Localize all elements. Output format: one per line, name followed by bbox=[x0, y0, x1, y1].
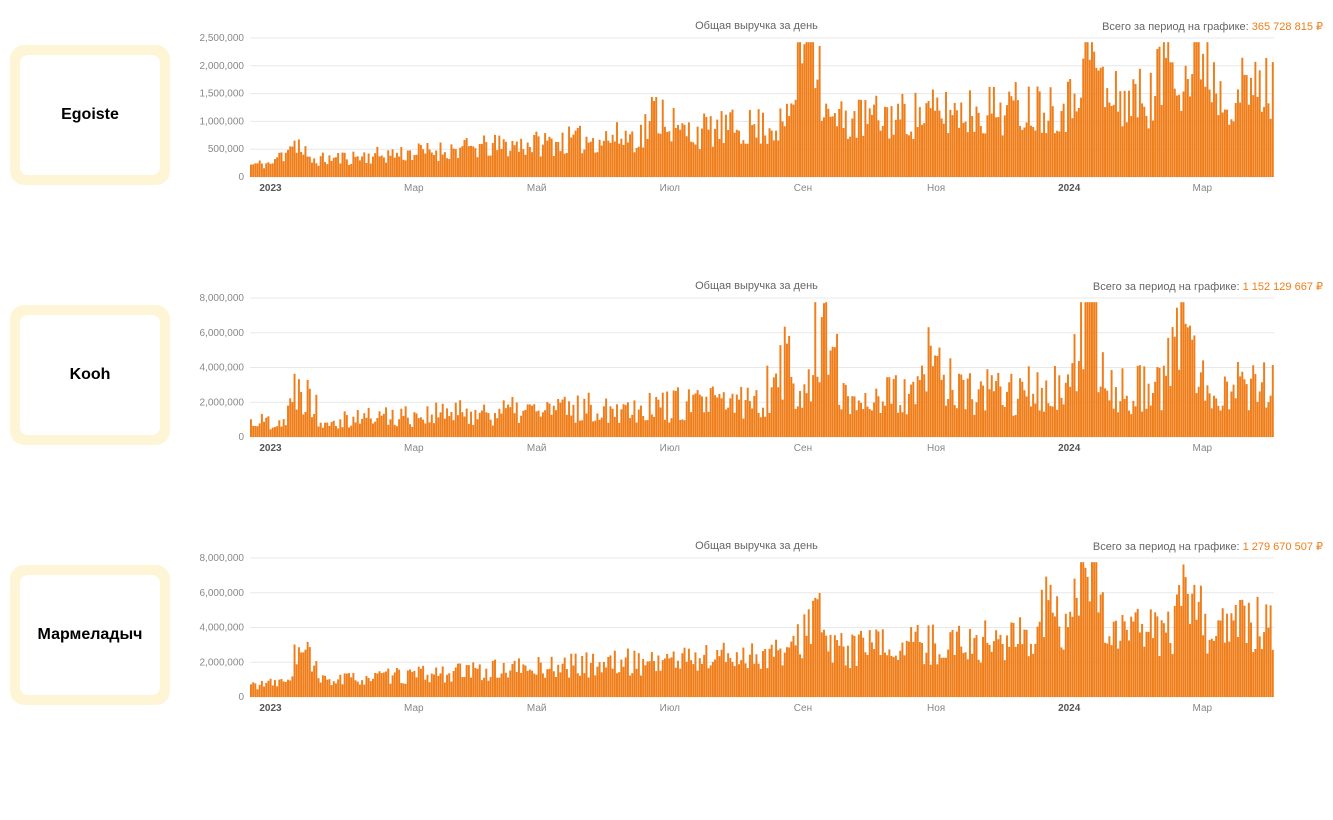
svg-text:2,000,000: 2,000,000 bbox=[200, 397, 245, 408]
svg-text:0: 0 bbox=[238, 172, 244, 183]
chart-panel: Общая выручка за день Всего за период на… bbox=[190, 540, 1323, 730]
brand-card-inner: Kooh bbox=[20, 315, 160, 435]
svg-text:Мар: Мар bbox=[1193, 183, 1213, 194]
svg-text:2023: 2023 bbox=[259, 183, 282, 194]
svg-text:6,000,000: 6,000,000 bbox=[200, 328, 245, 339]
chart-total: Всего за период на графике: 365 728 815 … bbox=[1102, 20, 1323, 33]
svg-text:2,000,000: 2,000,000 bbox=[200, 61, 245, 72]
revenue-chart: 0 2,000,000 4,000,000 6,000,000 8,000,000 202… bbox=[190, 280, 1280, 455]
chart-total: Всего за период на графике: 1 152 129 66… bbox=[1093, 280, 1323, 293]
chart-total-value: 1 279 670 507 ₽ bbox=[1243, 541, 1323, 553]
svg-text:Ноя: Ноя bbox=[927, 443, 945, 454]
brand-name: Kooh bbox=[64, 366, 117, 384]
svg-text:6,000,000: 6,000,000 bbox=[200, 588, 245, 599]
chart-panel: Общая выручка за день Всего за период на… bbox=[190, 20, 1323, 210]
brand-card-inner: Egoiste bbox=[20, 55, 160, 175]
svg-text:2024: 2024 bbox=[1058, 183, 1081, 194]
svg-text:0: 0 bbox=[238, 432, 244, 443]
svg-text:Мар: Мар bbox=[404, 183, 424, 194]
svg-text:Июл: Июл bbox=[660, 703, 680, 714]
svg-text:1,000,000: 1,000,000 bbox=[200, 116, 245, 127]
chart-total-prefix: Всего за период на графике: bbox=[1093, 281, 1243, 293]
brand-row: Egoiste Общая выручка за день Всего за п… bbox=[10, 20, 1323, 210]
svg-text:Сен: Сен bbox=[794, 183, 812, 194]
svg-text:Мар: Мар bbox=[1193, 443, 1213, 454]
svg-text:2023: 2023 bbox=[259, 443, 282, 454]
bars bbox=[250, 562, 1274, 697]
svg-text:8,000,000: 8,000,000 bbox=[200, 293, 245, 304]
svg-text:Мар: Мар bbox=[1193, 703, 1213, 714]
chart-total-prefix: Всего за период на графике: bbox=[1093, 541, 1243, 553]
svg-text:Сен: Сен bbox=[794, 703, 812, 714]
bars bbox=[250, 302, 1274, 437]
svg-text:Июл: Июл bbox=[660, 443, 680, 454]
svg-text:Сен: Сен bbox=[794, 443, 812, 454]
svg-text:0: 0 bbox=[238, 692, 244, 703]
svg-text:500,000: 500,000 bbox=[208, 144, 245, 155]
revenue-chart: 0 500,000 1,000,000 1,500,000 2,000,000 2,500… bbox=[190, 20, 1280, 195]
brand-card: Мармеладыч bbox=[10, 565, 170, 705]
svg-text:4,000,000: 4,000,000 bbox=[200, 363, 245, 374]
chart-total-value: 365 728 815 ₽ bbox=[1252, 21, 1323, 33]
svg-text:Ноя: Ноя bbox=[927, 183, 945, 194]
brand-card-inner: Мармеладыч bbox=[20, 575, 160, 695]
chart-total-prefix: Всего за период на графике: bbox=[1102, 21, 1252, 33]
svg-text:4,000,000: 4,000,000 bbox=[200, 623, 245, 634]
svg-text:Май: Май bbox=[527, 443, 547, 454]
svg-text:Июл: Июл bbox=[660, 183, 680, 194]
bars bbox=[250, 42, 1274, 177]
chart-panel: Общая выручка за день Всего за период на… bbox=[190, 280, 1323, 470]
svg-text:2,000,000: 2,000,000 bbox=[200, 657, 245, 668]
brand-name: Мармеладыч bbox=[32, 626, 149, 644]
chart-total: Всего за период на графике: 1 279 670 50… bbox=[1093, 540, 1323, 553]
svg-text:Май: Май bbox=[527, 703, 547, 714]
brand-name: Egoiste bbox=[55, 106, 125, 124]
svg-text:Мар: Мар bbox=[404, 443, 424, 454]
chart-total-value: 1 152 129 667 ₽ bbox=[1243, 281, 1323, 293]
svg-text:Май: Май bbox=[527, 183, 547, 194]
brand-card: Kooh bbox=[10, 305, 170, 445]
svg-text:2023: 2023 bbox=[259, 703, 282, 714]
svg-text:2024: 2024 bbox=[1058, 703, 1081, 714]
svg-text:Ноя: Ноя bbox=[927, 703, 945, 714]
svg-text:Мар: Мар bbox=[404, 703, 424, 714]
svg-text:1,500,000: 1,500,000 bbox=[200, 89, 245, 100]
brand-row: Kooh Общая выручка за день Всего за пери… bbox=[10, 280, 1323, 470]
brand-row: Мармеладыч Общая выручка за день Всего з… bbox=[10, 540, 1323, 730]
revenue-chart: 0 2,000,000 4,000,000 6,000,000 8,000,000 202… bbox=[190, 540, 1280, 715]
svg-text:2024: 2024 bbox=[1058, 443, 1081, 454]
brand-card: Egoiste bbox=[10, 45, 170, 185]
svg-text:8,000,000: 8,000,000 bbox=[200, 553, 245, 564]
svg-text:2,500,000: 2,500,000 bbox=[200, 33, 245, 44]
